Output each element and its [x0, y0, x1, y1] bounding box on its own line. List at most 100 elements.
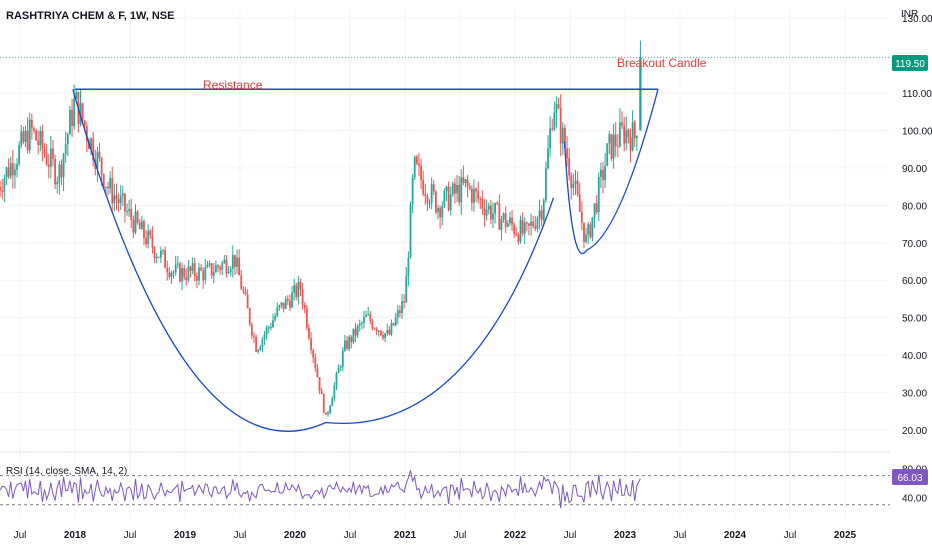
candle-body: [204, 267, 207, 281]
candle-body: [570, 175, 573, 189]
candle-body: [223, 259, 226, 263]
candle-body: [157, 256, 160, 258]
candle-body: [458, 184, 461, 203]
candle-body: [549, 128, 552, 149]
candle-body: [466, 179, 469, 187]
candle-body: [422, 179, 425, 195]
candle-body: [28, 119, 31, 151]
candle-body: [462, 177, 465, 184]
candle-body: [411, 177, 414, 205]
candle-body: [504, 213, 507, 227]
candle-body: [350, 336, 353, 343]
candle-body: [278, 305, 281, 308]
candle-body: [460, 177, 463, 203]
candle-body: [240, 275, 243, 290]
candle-body: [64, 144, 67, 155]
candle-body: [365, 315, 367, 317]
candle-body: [128, 208, 131, 212]
candle-body: [426, 196, 429, 204]
candle-body: [348, 336, 351, 349]
candle-body: [121, 193, 124, 197]
time-tick-label: Jul: [454, 530, 467, 541]
candle-body: [327, 412, 329, 415]
candle-body: [424, 194, 427, 197]
time-tick-label: Jul: [784, 530, 797, 541]
candle-body: [544, 168, 547, 201]
candle-body: [525, 222, 528, 224]
candle-body: [195, 276, 198, 281]
candle-body: [11, 163, 14, 176]
candle-body: [206, 264, 209, 268]
time-tick-label: 2019: [174, 530, 197, 541]
time-tick-label: 2021: [394, 530, 417, 541]
candle-body: [301, 289, 304, 305]
candle-body: [379, 330, 382, 335]
candle-body: [297, 282, 300, 298]
candle-body: [54, 158, 57, 185]
candle-body: [102, 174, 105, 188]
candle-body: [401, 301, 403, 314]
candle-body: [511, 217, 513, 225]
candle-body: [244, 291, 247, 295]
candle-body: [210, 263, 213, 276]
candle-body: [253, 335, 255, 337]
candle-body: [528, 223, 530, 226]
candle-body: [183, 268, 186, 278]
candle-body: [388, 330, 391, 335]
candle-body: [430, 184, 433, 203]
candle-body: [221, 262, 224, 270]
candle-body: [149, 230, 152, 236]
candle-body: [496, 202, 499, 204]
candle-body: [432, 184, 435, 192]
candle-body: [280, 302, 283, 306]
price-tick-label: 70.00: [902, 239, 927, 250]
candle-body: [49, 148, 52, 167]
candle-body: [136, 211, 139, 223]
candle-body: [18, 145, 21, 165]
candle-body: [111, 177, 114, 204]
candle-body: [310, 338, 312, 351]
candle-body: [272, 320, 274, 328]
candle-body: [481, 198, 484, 209]
candle-body: [587, 224, 590, 235]
candle-body: [107, 186, 109, 189]
candle-body: [420, 165, 422, 180]
candle-body: [625, 129, 628, 144]
candle-body: [456, 184, 458, 194]
candle-body: [16, 164, 18, 170]
candle-body: [621, 122, 623, 126]
candle-body: [324, 412, 327, 415]
candle-body: [405, 275, 408, 303]
candle-body: [26, 130, 29, 151]
candle-body: [337, 368, 340, 374]
candle-body: [517, 234, 520, 242]
candle-body: [585, 234, 587, 242]
candle-body: [513, 224, 516, 234]
candle-body: [500, 219, 503, 230]
candle-body: [217, 265, 219, 268]
candle-body: [312, 350, 315, 358]
candle-body: [124, 193, 126, 212]
rsi-tick-label: 40.00: [902, 493, 927, 504]
candle-body: [439, 208, 442, 218]
candle-body: [259, 346, 262, 350]
candle-body: [267, 327, 270, 329]
candle-body: [170, 272, 173, 278]
candle-body: [39, 130, 42, 146]
candle-body: [597, 177, 600, 213]
candle-body: [468, 186, 471, 189]
candle-body: [593, 203, 596, 218]
candle-body: [614, 134, 617, 146]
candle-body: [263, 334, 266, 339]
candle-body: [566, 148, 568, 159]
resistance-label: Resistance: [203, 78, 263, 92]
rsi-value: 66.03: [897, 473, 922, 484]
candle-body: [214, 265, 217, 273]
candle-body: [631, 122, 634, 151]
candle-body: [289, 300, 291, 308]
candle-body: [344, 340, 346, 351]
candle-body: [540, 210, 543, 221]
candle-body: [234, 254, 236, 267]
